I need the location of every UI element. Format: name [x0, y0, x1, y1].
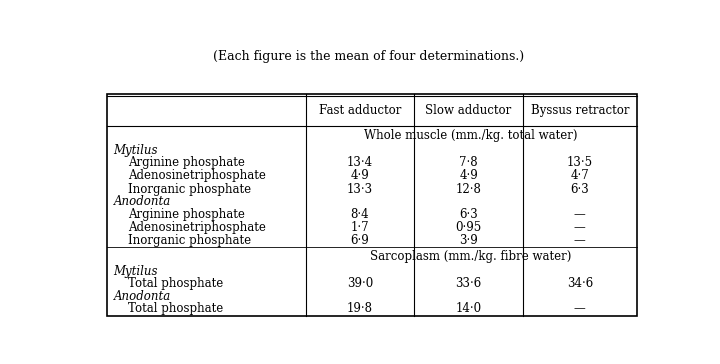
Text: 0·95: 0·95 — [456, 221, 482, 234]
Text: Fast adductor: Fast adductor — [319, 104, 401, 117]
Text: 13·3: 13·3 — [347, 183, 373, 195]
Text: Inorganic phosphate: Inorganic phosphate — [128, 183, 251, 195]
Text: 6·9: 6·9 — [351, 234, 369, 247]
Text: 12·8: 12·8 — [456, 183, 482, 195]
Text: 3·9: 3·9 — [459, 234, 478, 247]
Text: —: — — [574, 221, 586, 234]
Text: Byssus retractor: Byssus retractor — [531, 104, 629, 117]
Text: (Each figure is the mean of four determinations.): (Each figure is the mean of four determi… — [213, 50, 525, 63]
Text: 1·7: 1·7 — [351, 221, 369, 234]
Text: Inorganic phosphate: Inorganic phosphate — [128, 234, 251, 247]
Text: —: — — [574, 208, 586, 221]
Text: Adenosinetriphosphate: Adenosinetriphosphate — [128, 169, 266, 182]
Text: 4·9: 4·9 — [351, 169, 369, 182]
Text: Mytilus: Mytilus — [114, 265, 158, 278]
Text: 8·4: 8·4 — [351, 208, 369, 221]
Text: Total phosphate: Total phosphate — [128, 277, 223, 290]
Text: 6·3: 6·3 — [459, 208, 478, 221]
Bar — [107, 94, 637, 316]
Text: 19·8: 19·8 — [347, 302, 373, 316]
Text: Arginine phosphate: Arginine phosphate — [128, 208, 245, 221]
Text: Whole muscle (mm./kg. total water): Whole muscle (mm./kg. total water) — [364, 129, 578, 142]
Text: Arginine phosphate: Arginine phosphate — [128, 156, 245, 169]
Text: Anodonta: Anodonta — [114, 290, 171, 303]
Text: Anodonta: Anodonta — [114, 195, 171, 208]
Text: 34·6: 34·6 — [567, 277, 593, 290]
Text: 14·0: 14·0 — [456, 302, 482, 316]
Text: Mytilus: Mytilus — [114, 143, 158, 157]
Text: 7·8: 7·8 — [459, 156, 478, 169]
Text: 6·3: 6·3 — [570, 183, 589, 195]
Text: 39·0: 39·0 — [347, 277, 373, 290]
Text: Sarcoplasm (mm./kg. fibre water): Sarcoplasm (mm./kg. fibre water) — [371, 250, 572, 263]
Text: 33·6: 33·6 — [456, 277, 482, 290]
Text: —: — — [574, 302, 586, 316]
Text: —: — — [574, 234, 586, 247]
Text: 4·7: 4·7 — [570, 169, 589, 182]
Text: Slow adductor: Slow adductor — [426, 104, 512, 117]
Text: Total phosphate: Total phosphate — [128, 302, 223, 316]
Text: 4·9: 4·9 — [459, 169, 478, 182]
Text: 13·5: 13·5 — [567, 156, 593, 169]
Text: Adenosinetriphosphate: Adenosinetriphosphate — [128, 221, 266, 234]
Text: 13·4: 13·4 — [347, 156, 373, 169]
